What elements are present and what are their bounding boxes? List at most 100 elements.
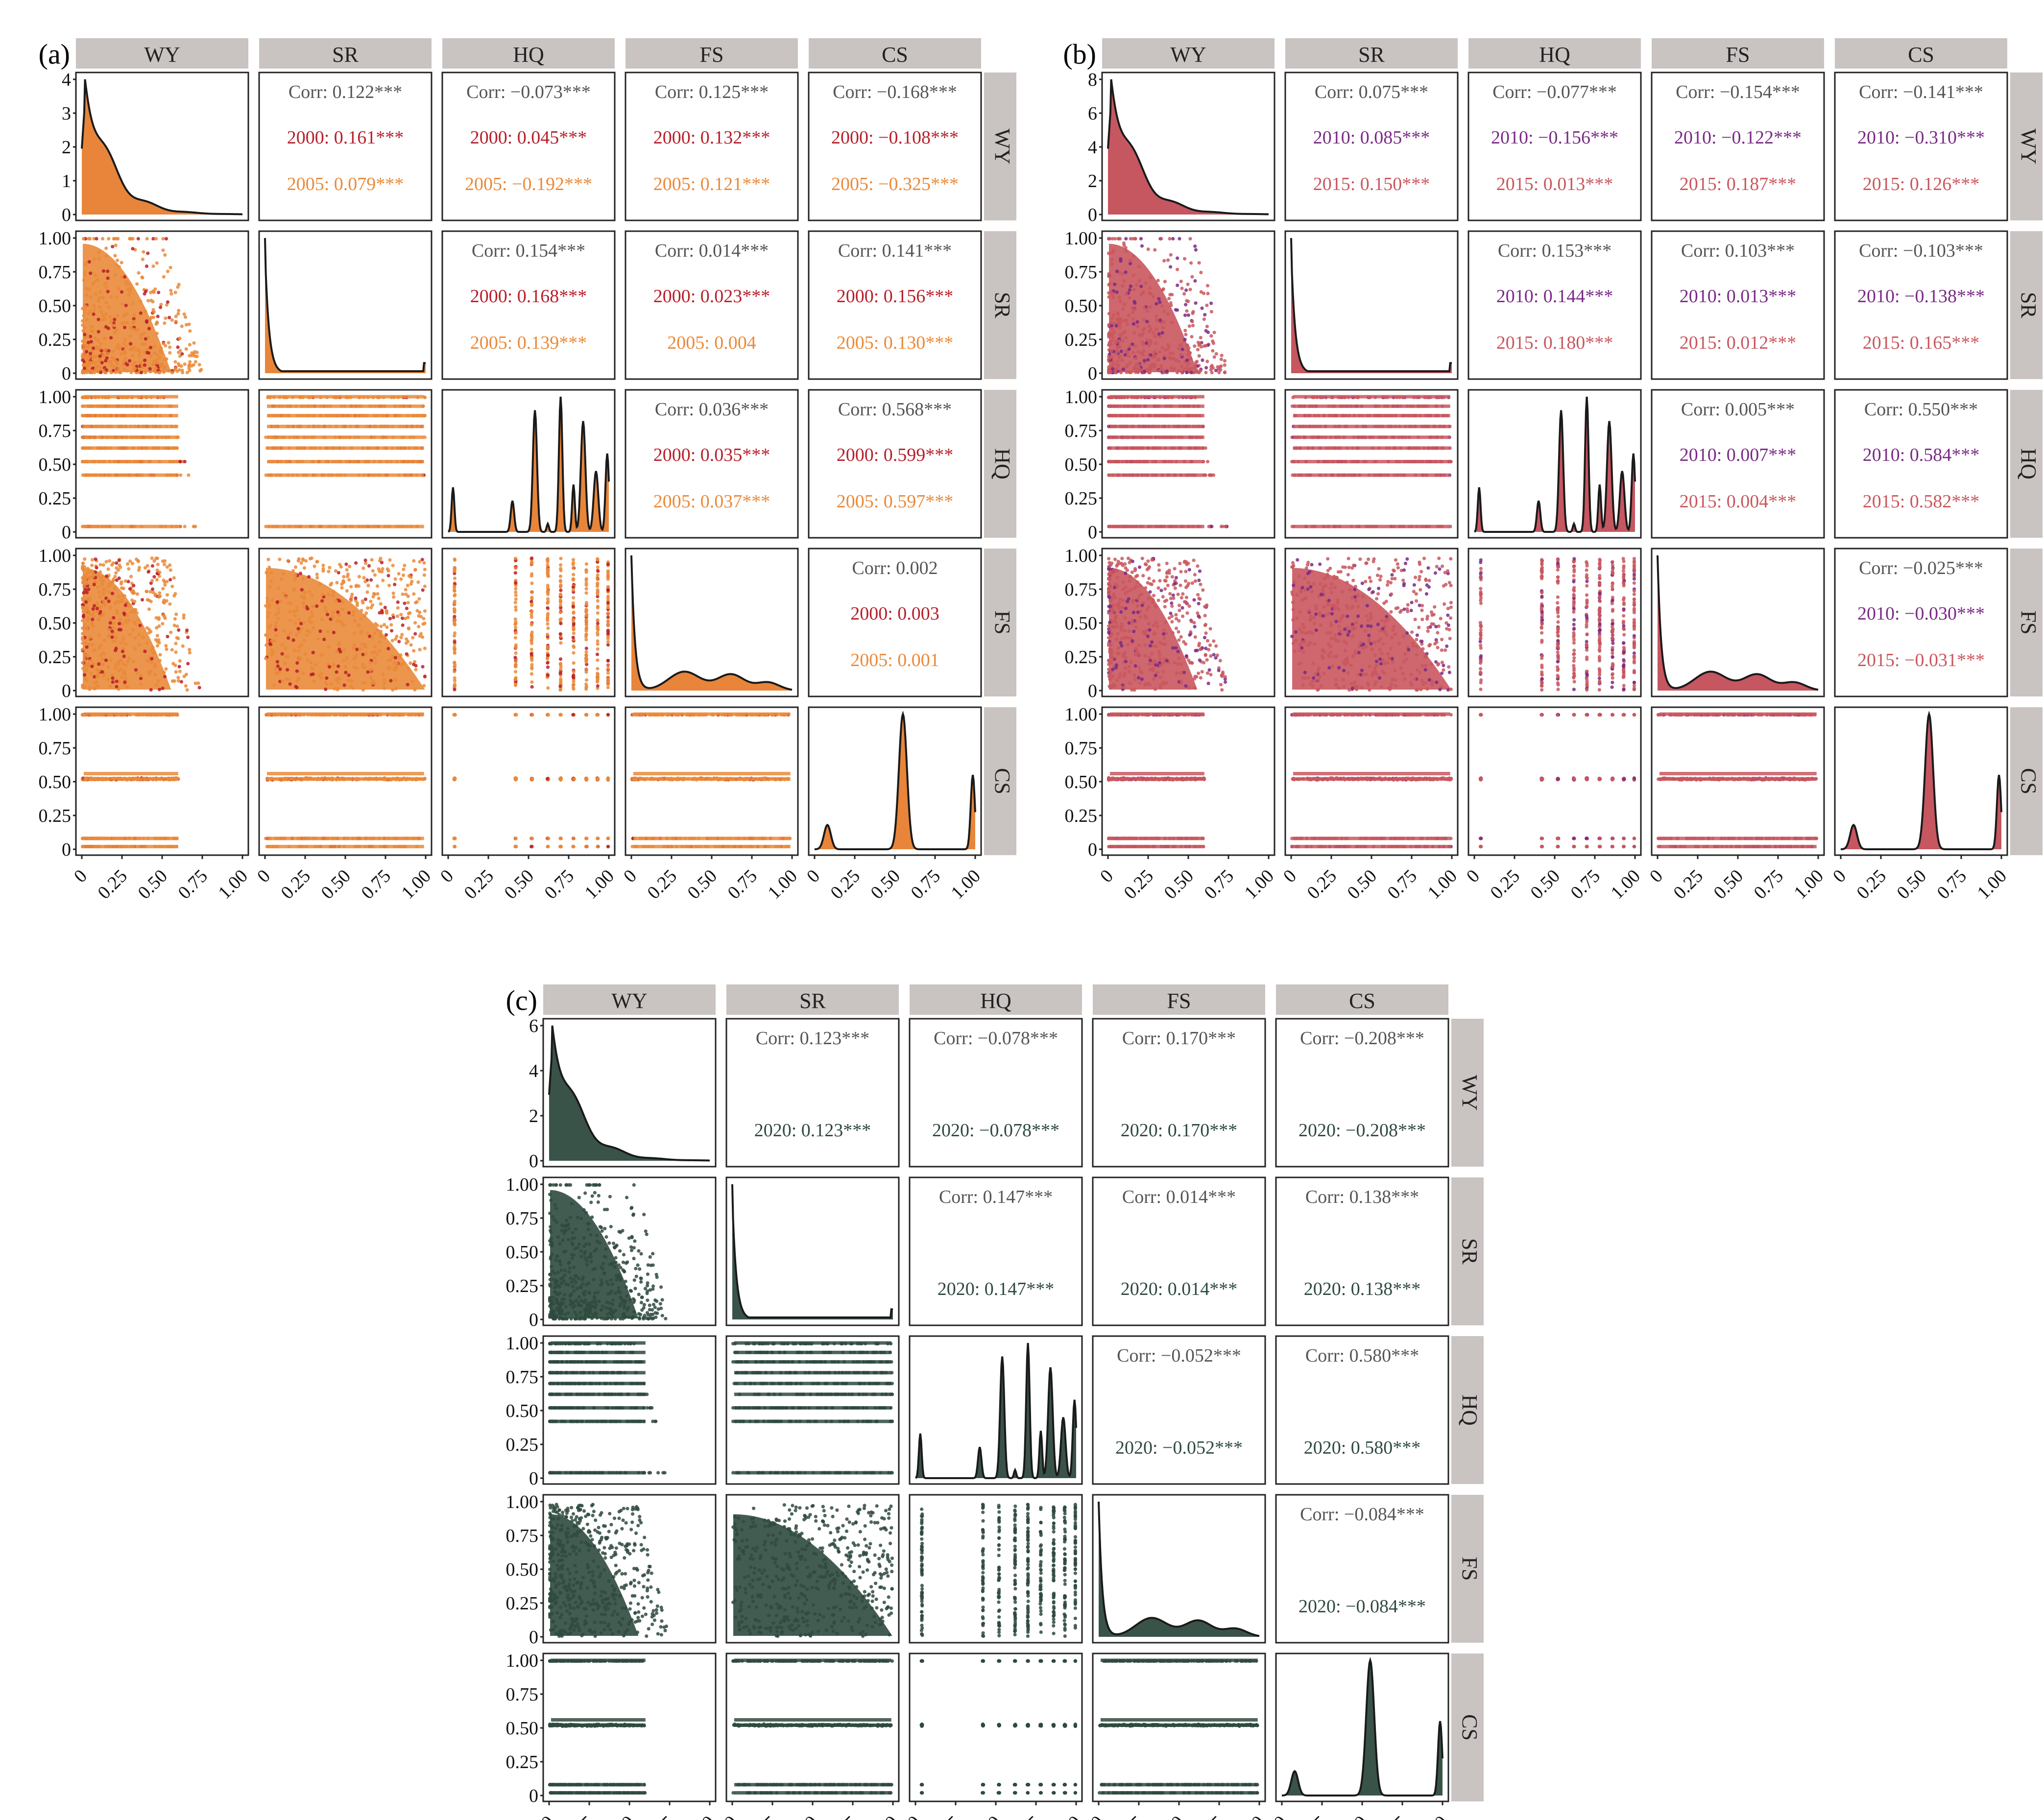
column-strip-HQ <box>910 984 1082 1015</box>
corr-overall: Corr: 0.005*** <box>1681 399 1795 420</box>
matrix-panel-2: (c) WY SR HQ FS CS WY SR HQ FS CS 6 4 2 0 Corr: 0.123**… <box>506 984 1484 1820</box>
corr-year-2000: 2000: 0.156*** <box>837 286 954 307</box>
cell-frame <box>808 72 982 221</box>
cell-SR-HQ: Corr: 0.153*** 2010: 0.144*** 2015: 0.180*… <box>1467 230 1642 380</box>
xtick-label: 0.50 <box>1709 865 1747 903</box>
xtick-label: 0.25 <box>1110 1812 1148 1820</box>
xtick-label: 0 <box>1087 1812 1108 1820</box>
row-strip-FS <box>984 549 1016 696</box>
corr-overall: Corr: 0.580*** <box>1305 1345 1419 1366</box>
corr-overall: Corr: 0.123*** <box>756 1028 869 1049</box>
ytick-label: 0.25 <box>1065 647 1098 668</box>
cell-SR-HQ: Corr: 0.147*** 2020: 0.147*** <box>909 1176 1083 1326</box>
ytick-label: 0 <box>62 522 71 543</box>
scatter-points <box>452 713 610 849</box>
ytick-label: 0.75 <box>506 1526 539 1546</box>
cell-WY-FS: Corr: 0.125*** 2000: 0.132*** 2005: 0.121*… <box>625 72 799 221</box>
corr-year-2000: 2000: −0.108*** <box>831 127 959 148</box>
scatter-points <box>919 1659 1077 1795</box>
corr-year-2010: 2010: 0.144*** <box>1496 286 1613 307</box>
matrix-panel-1: (b) WY SR HQ FS CS WY SR HQ FS CS 8 6 4 2 0 Corr: 0.075*… <box>1063 38 2043 903</box>
density-line <box>731 1184 893 1318</box>
xtick-label: 0.75 <box>1566 865 1604 903</box>
xtick-label: 0 <box>721 1812 742 1820</box>
cell-frame <box>1092 1018 1266 1168</box>
corr-year-2010: 2010: 0.584*** <box>1863 445 1980 465</box>
ytick-label: 0 <box>529 1310 538 1330</box>
xtick-label: 0.75 <box>1008 1812 1045 1820</box>
row-strip-WY <box>2010 72 2043 220</box>
corr-year-2010: 2010: −0.030*** <box>1857 603 1985 624</box>
corr-year-2005: 2005: 0.079*** <box>287 174 404 194</box>
cell-FS-WY: 1.00 0.75 0.50 0.25 0 <box>39 546 249 701</box>
cell-SR-CS: Corr: −0.103*** 2010: −0.138*** 2015: 0.16… <box>1834 230 2008 380</box>
cell-frame <box>258 72 433 221</box>
cell-HQ-WY: 1.00 0.75 0.50 0.25 0 <box>506 1333 717 1489</box>
cell-frame <box>1101 389 1275 539</box>
xtick-label: 0 <box>620 865 641 886</box>
ytick-label: 1.00 <box>1065 228 1098 249</box>
cell-HQ-CS: Corr: 0.580*** 2020: 0.580*** <box>1275 1335 1449 1485</box>
xtick-label: 0.25 <box>744 1812 782 1820</box>
cell-SR-CS: Corr: 0.141*** 2000: 0.156*** 2005: 0.130*… <box>808 230 982 380</box>
ytick-label: 0 <box>1088 681 1097 701</box>
cell-frame <box>1092 1652 1266 1802</box>
row-label-WY: WY <box>2017 128 2041 164</box>
cell-frame <box>725 1018 900 1168</box>
column-strip-SR <box>1285 38 1458 69</box>
cell-FS-CS: Corr: −0.084*** 2020: −0.084*** <box>1275 1494 1449 1644</box>
ytick-label: 0 <box>529 1786 538 1806</box>
corr-overall: Corr: 0.075*** <box>1315 82 1428 102</box>
cell-WY-HQ: Corr: −0.073*** 2000: 0.045*** 2005: −0.19… <box>441 72 616 221</box>
scatter-points <box>81 237 203 375</box>
ytick-label: 0.50 <box>506 1559 539 1580</box>
column-label-FS: FS <box>700 43 724 67</box>
density-area-2005 <box>82 79 242 215</box>
cell-HQ-CS: Corr: 0.550*** 2010: 0.584*** 2015: 0.582*… <box>1834 389 2008 539</box>
ytick-label: 0.75 <box>1065 262 1098 283</box>
xtick-label: 0.50 <box>134 865 171 903</box>
column-label-WY: WY <box>1170 43 1206 67</box>
density-line <box>81 79 243 216</box>
corr-overall: Corr: 0.550*** <box>1864 399 1978 420</box>
corr-overall: Corr: 0.568*** <box>838 399 952 420</box>
cell-HQ-WY: 1.00 0.75 0.50 0.25 0 <box>1065 387 1275 543</box>
cell-HQ-FS: Corr: −0.052*** 2020: −0.052*** <box>1092 1335 1266 1485</box>
xtick-label: 0.50 <box>500 865 538 903</box>
cell-SR-FS: Corr: 0.014*** 2000: 0.023*** 2005: 0.004 <box>625 230 799 380</box>
xtick-label: 0.75 <box>1383 865 1421 903</box>
panel-label: (a) <box>39 38 70 70</box>
ytick-label: 0.50 <box>1065 455 1098 475</box>
row-strip-SR <box>1451 1177 1484 1325</box>
cell-frame <box>1834 548 2008 697</box>
cell-frame <box>1834 230 2008 380</box>
xtick-label: 0 <box>1279 865 1300 886</box>
ytick-label: 0.50 <box>506 1718 539 1739</box>
ytick-label: 0 <box>1088 522 1097 543</box>
cell-FS-SR <box>258 548 433 697</box>
column-strip-WY <box>1102 38 1274 69</box>
ytick-label: 0.75 <box>39 421 72 441</box>
cell-frame <box>1275 1018 1449 1168</box>
scatter-points <box>548 1341 667 1475</box>
xtick-label: 0.25 <box>460 865 498 903</box>
xtick-label: 0.75 <box>174 865 212 903</box>
column-label-CS: CS <box>1349 989 1375 1013</box>
corr-year-2000: 2000: 0.023*** <box>653 286 770 307</box>
ytick-label: 0.25 <box>1065 488 1098 509</box>
ytick-label: 0.75 <box>506 1367 539 1388</box>
cell-frame <box>441 548 616 697</box>
cell-WY-CS: Corr: −0.208*** 2020: −0.208*** <box>1275 1018 1449 1168</box>
column-label-HQ: HQ <box>513 43 544 67</box>
xtick-label: 0.25 <box>1294 1812 1331 1820</box>
cell-frame <box>258 230 433 380</box>
cell-HQ-FS: Corr: 0.005*** 2010: 0.007*** 2015: 0.004*… <box>1651 389 1825 539</box>
xtick-label: 0 <box>1646 865 1667 886</box>
xtick-label: 1.00 <box>1423 865 1461 903</box>
cell-frame <box>441 230 616 380</box>
scatter-points <box>1657 712 1819 849</box>
ytick-label: 2 <box>1088 171 1097 192</box>
